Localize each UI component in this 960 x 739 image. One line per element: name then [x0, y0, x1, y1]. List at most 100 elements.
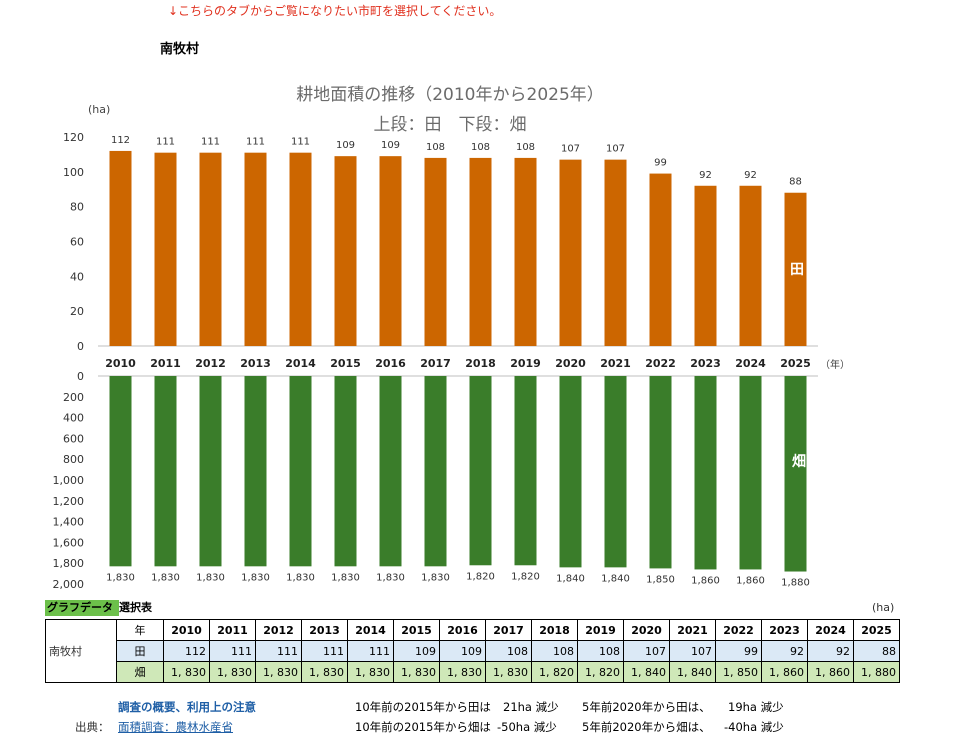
rice-bar [334, 156, 357, 346]
field-bar [469, 376, 492, 566]
municipality-cell: 南牧村 [45, 619, 117, 683]
rice-bar [694, 185, 717, 346]
year-cell: 2014 [347, 619, 394, 641]
year-cell: 2019 [577, 619, 624, 641]
rice-bar [199, 152, 222, 346]
rice-tick-label: 0 [77, 340, 84, 353]
field-bar [604, 376, 627, 568]
rice-value-cell: 111 [347, 640, 394, 662]
field-bar [334, 376, 357, 567]
chart-title: 耕地面積の推移（2010年から2025年） [296, 85, 604, 105]
rice-data-label: 111 [246, 137, 265, 148]
rice-data-label: 107 [606, 144, 625, 155]
note-field-5y-text: 5年前2020年から畑は、 [582, 720, 711, 734]
rice-bar [649, 173, 672, 346]
rice-data-label: 111 [291, 137, 310, 148]
field-value-cell: 1, 860 [761, 661, 808, 683]
field-series-label: 畑 [791, 454, 806, 470]
field-bar [244, 376, 267, 567]
field-data-label: 1,830 [196, 572, 225, 583]
rice-value-cell: 108 [577, 640, 624, 662]
rice-data-label: 111 [156, 137, 175, 148]
field-value-cell: 1, 830 [347, 661, 394, 683]
rice-data-label: 92 [744, 170, 757, 181]
field-bar [109, 376, 132, 567]
rice-tick-label: 120 [63, 131, 84, 144]
note-rice-10y-value: 21ha 減少 [503, 700, 559, 714]
field-tick-label: 1,800 [53, 557, 85, 570]
field-bar [784, 376, 807, 572]
field-data-label: 1,850 [646, 574, 675, 585]
rice-value-cell: 111 [301, 640, 348, 662]
field-bar [379, 376, 402, 567]
rice-bar [784, 192, 807, 346]
note-rice-10y-text: 10年前の2015年から田は [355, 700, 491, 714]
field-bar [559, 376, 582, 568]
field-bar [739, 376, 762, 570]
notice-text: ↓こちらのタブからご覧になりたい市町を選択してください。 [168, 4, 502, 18]
field-value-cell: 1, 830 [163, 661, 210, 683]
rice-tick-label: 100 [63, 166, 84, 179]
rice-value-cell: 92 [807, 640, 854, 662]
field-tick-label: 600 [63, 432, 84, 445]
rice-value-cell: 88 [853, 640, 900, 662]
rice-value-cell: 109 [439, 640, 486, 662]
field-value-cell: 1, 820 [531, 661, 578, 683]
field-tick-label: 200 [63, 391, 84, 404]
note-field-10y-value: -50ha 減少 [497, 720, 557, 734]
field-tick-label: 2,000 [53, 578, 85, 591]
rice-bar [604, 159, 627, 346]
field-value-cell: 1, 880 [853, 661, 900, 683]
rice-data-label: 88 [789, 177, 802, 188]
table-row-rice: 田 112 111 111 111 111 109 109 108 108 108 107 107 99 9… [46, 640, 900, 662]
rice-bar [244, 152, 267, 346]
rice-value-cell: 108 [531, 640, 578, 662]
rice-value-cell: 107 [669, 640, 716, 662]
year-tick-label: 2022 [645, 357, 676, 370]
year-tick-label: 2019 [510, 357, 541, 370]
field-bar [289, 376, 312, 567]
rice-bar [559, 159, 582, 346]
note-field-5y-value: -40ha 減少 [724, 720, 784, 734]
field-bar [649, 376, 672, 569]
field-data-label: 1,830 [151, 572, 180, 583]
field-bar [694, 376, 717, 570]
field-tick-label: 1,400 [53, 516, 85, 529]
year-cell: 2017 [485, 619, 532, 641]
field-value-cell: 1, 860 [807, 661, 854, 683]
field-data-label: 1,860 [691, 575, 720, 586]
year-tick-label: 2023 [690, 357, 721, 370]
field-data-label: 1,820 [466, 571, 495, 582]
field-value-cell: 1, 820 [577, 661, 624, 683]
rice-tick-label: 80 [70, 201, 84, 214]
y-axis-unit: (ha) [88, 103, 110, 116]
field-data-label: 1,830 [376, 572, 405, 583]
year-cell: 2016 [439, 619, 486, 641]
field-tick-label: 400 [63, 412, 84, 425]
source-link[interactable]: 面積調査：農林水産省 [118, 720, 233, 734]
rice-value-cell: 112 [163, 640, 210, 662]
rice-value-cell: 107 [623, 640, 670, 662]
field-data-label: 1,840 [556, 573, 585, 584]
year-header-cell: 年 [116, 619, 164, 641]
field-tick-label: 1,000 [53, 474, 85, 487]
rice-data-label: 108 [471, 142, 490, 153]
rice-bar [424, 157, 447, 346]
year-tick-label: 2011 [150, 357, 181, 370]
year-tick-label: 2020 [555, 357, 586, 370]
field-label-cell: 畑 [116, 661, 164, 683]
year-tick-label: 2014 [285, 357, 316, 370]
year-cell: 2025 [853, 619, 900, 641]
field-tick-label: 800 [63, 453, 84, 466]
rice-label-cell: 田 [116, 640, 164, 662]
year-cell: 2022 [715, 619, 762, 641]
field-tick-label: 0 [77, 370, 84, 383]
year-tick-label: 2021 [600, 357, 631, 370]
rice-value-cell: 111 [209, 640, 256, 662]
rice-data-label: 99 [654, 158, 667, 169]
year-cell: 2010 [163, 619, 210, 641]
overview-link[interactable]: 調査の概要、利用上の注意 [118, 700, 256, 714]
rice-value-cell: 108 [485, 640, 532, 662]
rice-tick-label: 60 [70, 236, 84, 249]
field-data-label: 1,840 [601, 573, 630, 584]
